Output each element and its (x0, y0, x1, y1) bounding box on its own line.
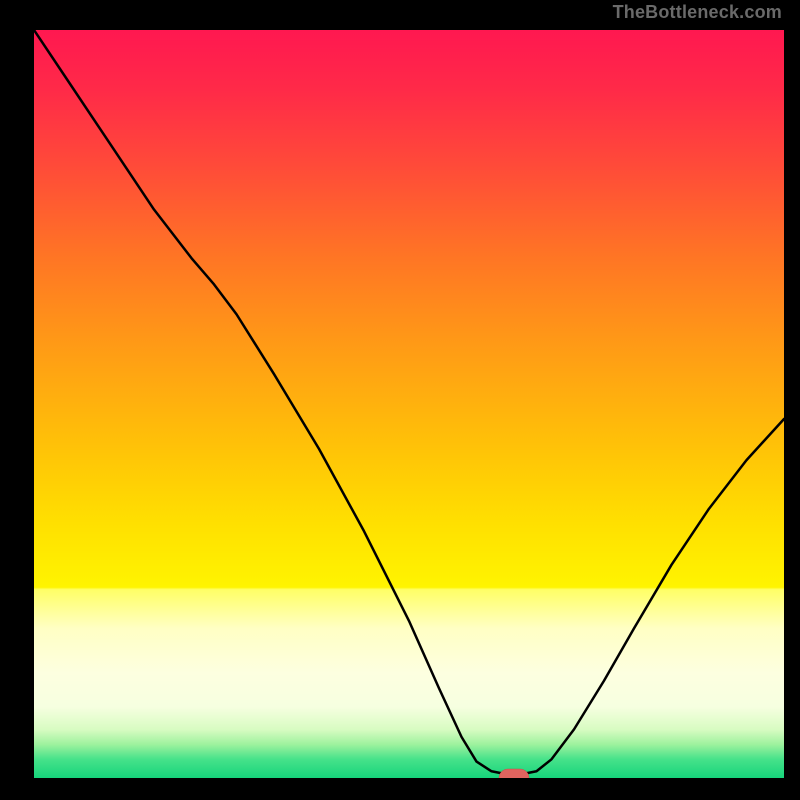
chart-frame: TheBottleneck.com (0, 0, 800, 800)
optimal-marker (499, 769, 529, 778)
plot-area (34, 30, 784, 778)
gradient-background (34, 30, 784, 778)
plot-svg (34, 30, 784, 778)
watermark-text: TheBottleneck.com (613, 2, 782, 23)
